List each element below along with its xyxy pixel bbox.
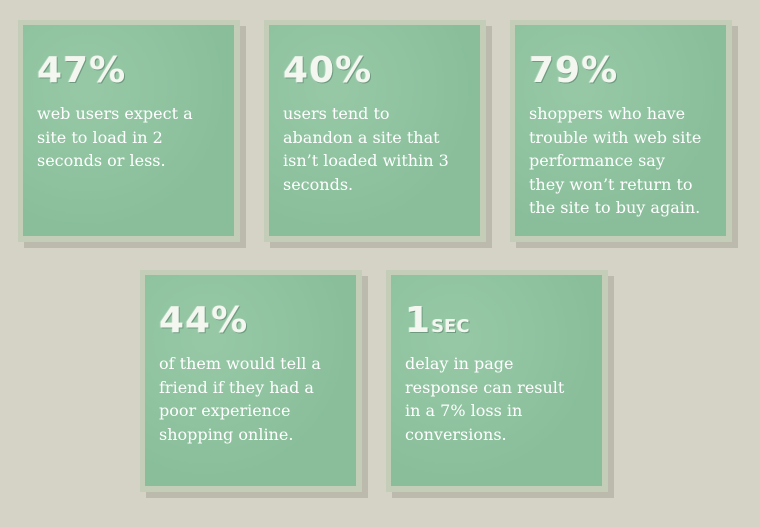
stat-value: 40%	[283, 50, 373, 91]
description-line: the site to buy again.	[529, 198, 701, 217]
stat-value: 47%	[37, 50, 127, 91]
stat-value: 44%	[159, 300, 249, 341]
stat-figure: 44%	[159, 303, 248, 339]
description-line: shopping online.	[159, 424, 294, 444]
stat-card: 79% shoppers who have trouble with web sit…	[510, 20, 732, 242]
description-line: of them would tell a	[159, 354, 321, 373]
stat-description: of them would tell a friend if they had a…	[159, 352, 321, 446]
stat-description: web users expect a site to load in 2 secon…	[37, 102, 193, 173]
description-line: in a 7% loss in	[405, 401, 523, 420]
stat-unit: SEC	[431, 316, 470, 337]
stat-description: delay in page response can result in a 7% …	[405, 352, 564, 446]
card-panel: 40% users tend to abandon a site that isn’t…	[269, 25, 480, 236]
stat-card: 40% users tend to abandon a site that isn’t…	[264, 20, 486, 242]
description-line: seconds.	[283, 174, 354, 194]
stat-figure: 79%	[529, 53, 618, 89]
stat-figure: 47%	[37, 53, 126, 89]
card-panel: 47% web users expect a site to load in 2 se…	[23, 25, 234, 236]
description-line: they won’t return to	[529, 174, 693, 194]
stat-card: 44% of them would tell a friend if they ha…	[140, 270, 362, 492]
stat-description: shoppers who have trouble with web site pe…	[529, 102, 701, 220]
card-panel: 44% of them would tell a friend if they ha…	[145, 275, 356, 486]
description-line: users tend to	[283, 104, 390, 123]
description-line: web users expect a	[37, 104, 193, 123]
description-line: isn’t loaded within 3	[283, 151, 449, 170]
description-line: delay in page	[405, 354, 514, 373]
card-panel: 1SEC delay in page response can result in a…	[391, 275, 602, 486]
description-line: shoppers who have	[529, 104, 686, 123]
stat-value: 1	[405, 300, 432, 341]
stat-value: 79%	[529, 50, 619, 91]
description-line: performance say	[529, 151, 665, 170]
stat-figure: 40%	[283, 53, 372, 89]
description-line: conversions.	[405, 424, 507, 444]
description-line: response can result	[405, 377, 565, 397]
description-line: abandon a site that	[283, 127, 440, 147]
description-line: friend if they had a	[159, 377, 314, 397]
description-line: site to load in 2	[37, 127, 163, 147]
stat-card: 1SEC delay in page response can result in a…	[386, 270, 608, 492]
description-line: seconds or less.	[37, 151, 166, 170]
stat-figure: 1SEC	[405, 303, 470, 345]
stat-description: users tend to abandon a site that isn’t lo…	[283, 102, 449, 196]
description-line: trouble with web site	[529, 127, 702, 147]
card-panel: 79% shoppers who have trouble with web sit…	[515, 25, 726, 236]
description-line: poor experience	[159, 401, 291, 420]
stat-card: 47% web users expect a site to load in 2 se…	[18, 20, 240, 242]
